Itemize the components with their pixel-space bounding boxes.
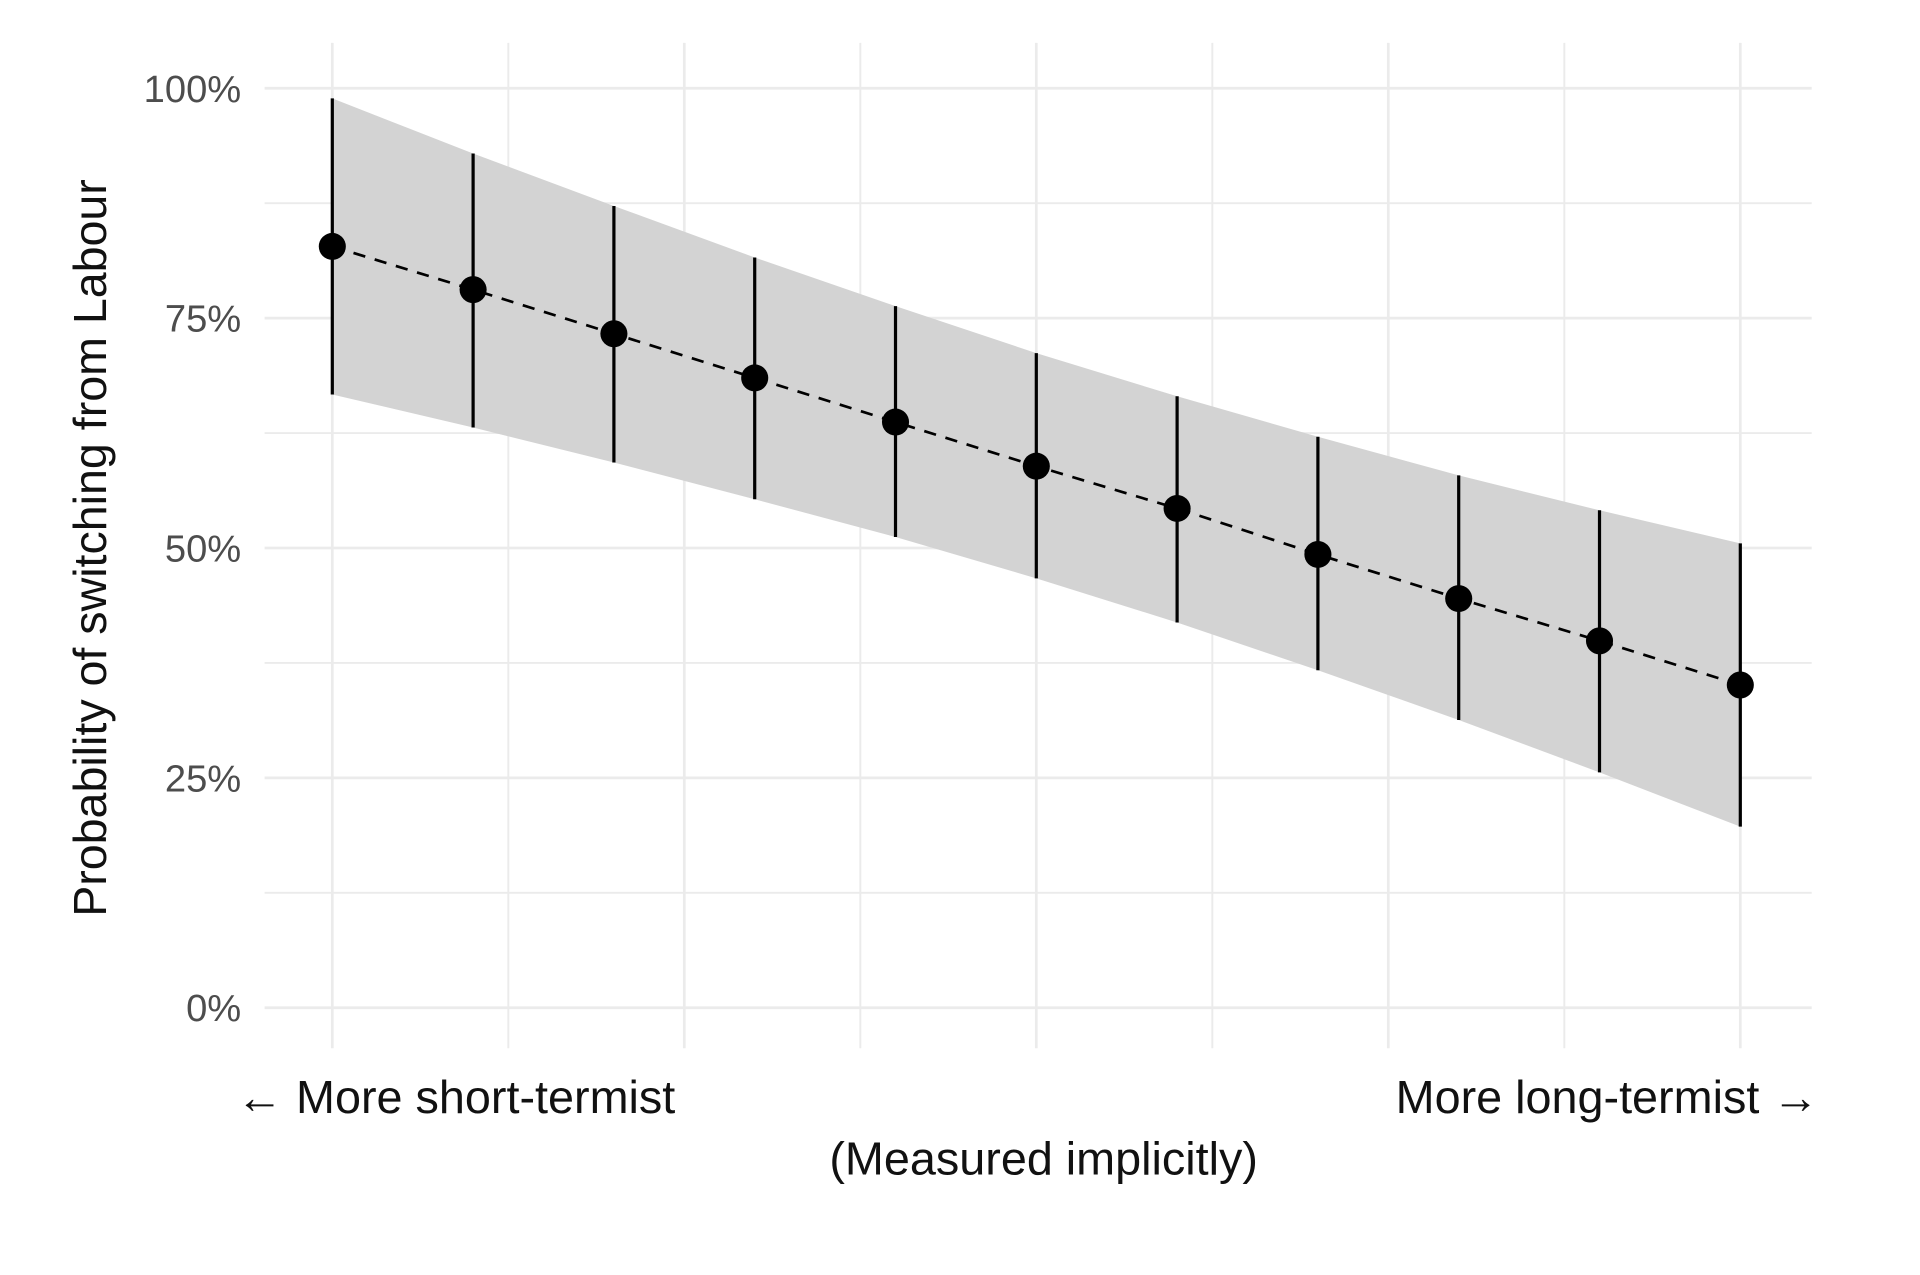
- data-point: [741, 364, 769, 392]
- y-tick-label: 100%: [144, 69, 242, 111]
- y-tick-label: 25%: [165, 758, 241, 800]
- y-axis-title: Probability of switching from Labour: [64, 179, 116, 917]
- data-point: [1726, 671, 1754, 699]
- data-point: [1304, 540, 1332, 568]
- data-point: [881, 408, 910, 436]
- data-point: [1445, 585, 1473, 613]
- data-point: [318, 232, 346, 260]
- data-points: [318, 232, 1754, 699]
- y-axis-ticks: 0% 25% 50% 75% 100%: [144, 69, 242, 1030]
- data-point: [459, 276, 487, 304]
- y-tick-label: 50%: [165, 529, 241, 571]
- data-point: [600, 320, 628, 348]
- data-point: [1585, 627, 1614, 655]
- x-axis-title: (Measured implicitly): [829, 1133, 1258, 1185]
- y-tick-label: 0%: [186, 988, 241, 1030]
- y-tick-label: 75%: [165, 299, 241, 341]
- x-axis-label-right: More long-termist →: [1396, 1071, 1819, 1123]
- x-axis-label-left: ← More short-termist: [236, 1071, 675, 1123]
- data-point: [1163, 494, 1191, 522]
- data-point: [1022, 452, 1050, 480]
